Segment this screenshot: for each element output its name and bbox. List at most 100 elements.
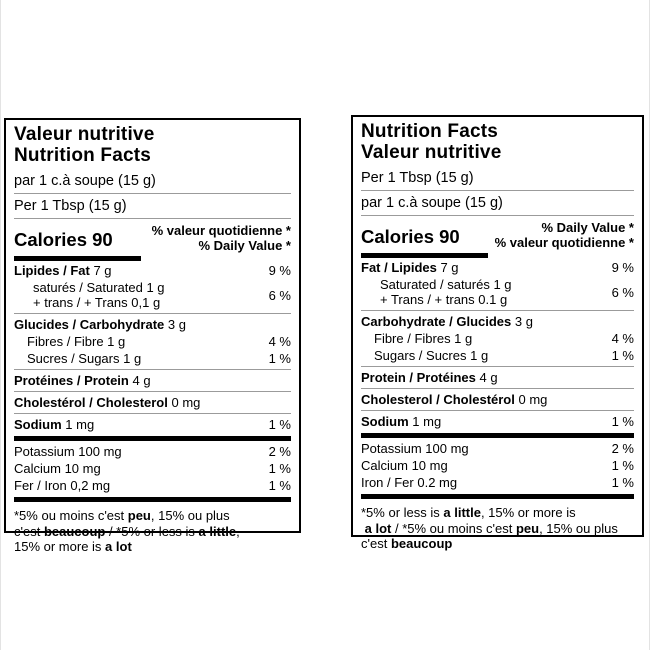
nutrient-row: saturés / Saturated 1 g + trans / + Trans… [14, 279, 291, 311]
text: Calcium 10 mg [14, 461, 101, 476]
nutrient-name: Glucides / Carbohydrate 3 g [14, 317, 186, 332]
label-title-primary: Nutrition Facts [361, 121, 499, 142]
text: 7 g [89, 263, 112, 278]
text: 3 g [164, 317, 186, 332]
emphasized-text: a little [198, 523, 237, 539]
footnote-line: c'est beaucoup [361, 536, 634, 552]
emphasized-text: Sodium [361, 414, 409, 429]
nutrient-name: Lipides / Fat 7 g [14, 263, 112, 278]
nutrient-row: Fibres / Fibre 1 g 4 % [14, 333, 291, 350]
label-titles: Nutrition Facts Valeur nutritive [361, 121, 634, 163]
daily-value-percent: 1 % [268, 417, 291, 432]
nutrient-name: Potassium 100 mg [14, 444, 122, 459]
nutrient-rows: Lipides / Fat 7 g 9 % saturés / Saturated … [14, 262, 291, 502]
text: 1 mg [61, 417, 95, 432]
daily-value-percent: 6 % [268, 287, 291, 303]
footnote-line: c'est beaucoup / *5% or less is a little… [14, 524, 291, 540]
serving-size-line-1: Per 1 Tbsp (15 g) [361, 170, 474, 186]
nutrient-name: Saturated / saturés 1 g + Trans / + trans… [361, 277, 512, 307]
nutrient-name: Fibres / Fibre 1 g [14, 334, 125, 349]
nutrient-row: Cholesterol / Cholestérol 0 mg [361, 391, 634, 408]
daily-value-percent: 1 % [611, 348, 634, 363]
text: 15% or more is [14, 539, 106, 554]
divider-thin [361, 388, 634, 391]
daily-value-percent: 6 % [611, 284, 634, 300]
nutrient-name: Carbohydrate / Glucides 3 g [361, 314, 533, 329]
text: 1 mg [408, 414, 442, 429]
text: 7 g [436, 260, 459, 275]
nutrient-name: Sodium 1 mg [14, 417, 94, 432]
divider-thin [14, 218, 291, 219]
serving-size-line-1: par 1 c.à soupe (15 g) [14, 173, 156, 189]
emphasized-text: a little [443, 505, 481, 520]
divider-thin [361, 190, 634, 191]
nutrient-name: Fat / Lipides 7 g [361, 260, 459, 275]
daily-value-header: % Daily Value * % valeur quotidienne * [495, 220, 634, 250]
nutrient-subline: + Trans / + trans 0.1 g [380, 292, 508, 307]
daily-value-header-line-2: % valeur quotidienne * [494, 235, 634, 250]
emphasized-text: Protein / Protéines [361, 370, 476, 385]
text: , 15% ou plus [539, 520, 618, 536]
nutrient-row: Sodium 1 mg 1 % [361, 413, 634, 430]
nutrient-row: Fat / Lipides 7 g 9 % [361, 259, 634, 276]
daily-value-percent: 2 % [611, 441, 634, 456]
serving-size-line-2: Per 1 Tbsp (15 g) [14, 198, 127, 214]
daily-value-percent: 9 % [611, 260, 634, 275]
nutrient-row: Calcium 10 mg 1 % [361, 457, 634, 474]
daily-value-header-line-2: % Daily Value * [198, 238, 292, 253]
daily-value-percent: 4 % [268, 334, 291, 349]
nutrient-row: Sodium 1 mg 1 % [14, 416, 291, 433]
nutrient-row: Fer / Iron 0,2 mg 1 % [14, 477, 291, 494]
text: Sucres / Sugars 1 g [27, 351, 142, 366]
emphasized-text: Protéines / Protein [14, 373, 129, 388]
text: c'est [361, 536, 391, 551]
nutrient-subline: + trans / + Trans 0,1 g [33, 295, 161, 310]
nutrient-subline: saturés / Saturated 1 g [33, 280, 165, 295]
text: Fer / Iron 0,2 mg [14, 478, 111, 493]
daily-value-percent: 1 % [268, 351, 291, 366]
emphasized-text: peu [127, 508, 151, 523]
daily-value-percent: 9 % [268, 263, 291, 278]
daily-value-header-line-1: % valeur quotidienne * [151, 223, 291, 238]
nutrient-row: Protein / Protéines 4 g [361, 369, 634, 386]
calories-underline-bar [361, 253, 488, 258]
divider-thick [14, 497, 291, 502]
nutrient-row: Fibre / Fibres 1 g 4 % [361, 330, 634, 347]
nutrient-name: Sugars / Sucres 1 g [361, 348, 488, 363]
footnote-line: *5% ou moins c'est peu, 15% ou plus [14, 508, 291, 524]
label-title-secondary: Nutrition Facts [14, 145, 152, 166]
nutrient-subline: Saturated / saturés 1 g [380, 277, 512, 292]
nutrient-name: Protein / Protéines 4 g [361, 370, 498, 385]
daily-value-header: % valeur quotidienne * % Daily Value * [152, 223, 291, 253]
daily-value-percent: 1 % [611, 475, 634, 490]
text: Fibre / Fibres 1 g [374, 331, 473, 346]
text: 0 mg [167, 395, 201, 410]
serving-size-line-2: par 1 c.à soupe (15 g) [361, 195, 503, 211]
nutrient-name: Fibre / Fibres 1 g [361, 331, 472, 346]
text: / *5% or less is [105, 523, 199, 539]
text: , 15% or more is [480, 505, 576, 520]
text: 0 mg [514, 392, 548, 407]
emphasized-text: a lot [105, 539, 132, 554]
nutrient-name: Iron / Fer 0.2 mg [361, 475, 457, 490]
footnote: *5% ou moins c'est peu, 15% ou plus c'est… [14, 504, 291, 555]
emphasized-text: Lipides / Fat [14, 263, 90, 278]
nutrient-name: Calcium 10 mg [361, 458, 448, 473]
footnote-line: 15% or more is a lot [14, 539, 291, 555]
divider-thin [361, 366, 634, 369]
nutrient-name: Sodium 1 mg [361, 414, 441, 429]
text: 4 g [475, 370, 498, 385]
nutrient-name: Cholesterol / Cholestérol 0 mg [361, 392, 547, 407]
nutrient-rows: Fat / Lipides 7 g 9 % Saturated / saturés … [361, 259, 634, 499]
divider-thin [14, 193, 291, 194]
divider-thin [361, 410, 634, 413]
text: , 15% ou plus [150, 508, 230, 523]
nutrient-name: Cholestérol / Cholesterol 0 mg [14, 395, 200, 410]
text: *5% or less is [361, 505, 444, 520]
text: , [236, 523, 240, 539]
emphasized-text: Cholesterol / Cholestérol [361, 392, 515, 407]
text: Sugars / Sucres 1 g [374, 348, 489, 363]
label-title-secondary: Valeur nutritive [361, 142, 502, 163]
nutrient-row: Sugars / Sucres 1 g 1 % [361, 347, 634, 364]
